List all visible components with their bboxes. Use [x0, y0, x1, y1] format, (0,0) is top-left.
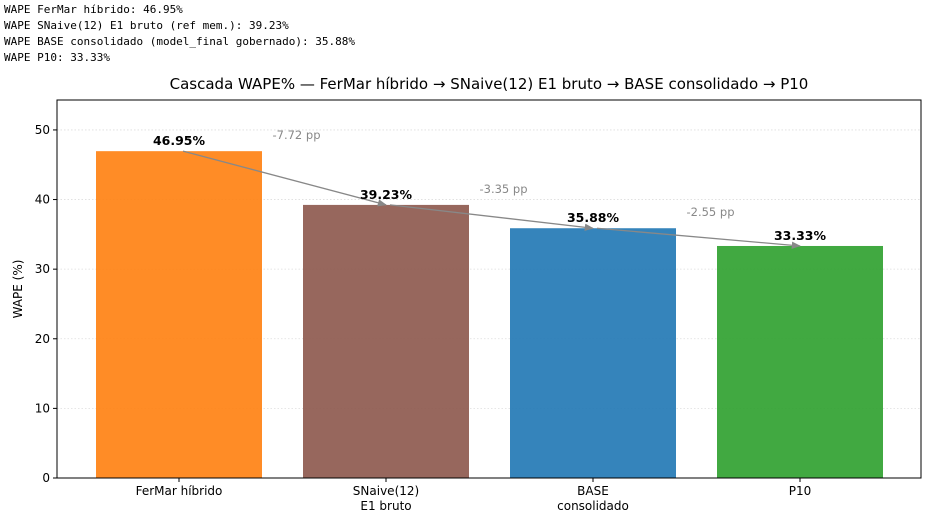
bar — [717, 245, 883, 478]
step-delta-label: -3.35 pp — [479, 182, 527, 196]
y-axis-label: WAPE (%) — [11, 260, 25, 319]
plot-frame — [56, 99, 922, 479]
log-line: WAPE P10: 33.33% — [4, 51, 110, 64]
step-arrow — [182, 150, 387, 207]
bar — [96, 151, 262, 478]
x-tick-label: FerMar híbrido — [136, 484, 223, 498]
x-tick-label: BASE — [577, 484, 609, 498]
bar — [510, 228, 676, 478]
x-tick-label: SNaive(12) — [353, 484, 419, 498]
log-line: WAPE FerMar híbrido: 46.95% — [4, 3, 183, 16]
step-delta-label: -7.72 pp — [272, 128, 320, 142]
log-line: WAPE SNaive(12) E1 bruto (ref mem.): 39.… — [4, 19, 289, 32]
log-line: WAPE BASE consolidado (model_final gober… — [4, 35, 355, 48]
bar-value-label: 35.88% — [567, 210, 620, 225]
step-arrow — [389, 204, 594, 231]
bar-value-label: 39.23% — [360, 187, 413, 202]
bar — [303, 204, 469, 479]
y-tick-label: 50 — [35, 123, 50, 137]
step-arrow — [596, 227, 801, 249]
y-tick-label: 0 — [42, 471, 50, 485]
y-tick-label: 30 — [35, 262, 50, 276]
x-tick-label: P10 — [789, 484, 812, 498]
y-tick-label: 20 — [35, 332, 50, 346]
output-log: WAPE FerMar híbrido: 46.95% WAPE SNaive(… — [4, 0, 604, 66]
x-tick-label: E1 bruto — [360, 499, 411, 513]
y-tick-label: 10 — [35, 401, 50, 415]
bar-value-label: 33.33% — [774, 228, 827, 243]
chart-title: Cascada WAPE% — FerMar híbrido → SNaive(… — [170, 75, 809, 93]
x-tick-label: consolidado — [557, 499, 629, 513]
y-tick-label: 40 — [35, 193, 50, 207]
step-delta-label: -2.55 pp — [686, 205, 734, 219]
bar-value-label: 46.95% — [153, 133, 206, 148]
wape-waterfall-chart: Cascada WAPE% — FerMar híbrido → SNaive(… — [11, 75, 922, 513]
